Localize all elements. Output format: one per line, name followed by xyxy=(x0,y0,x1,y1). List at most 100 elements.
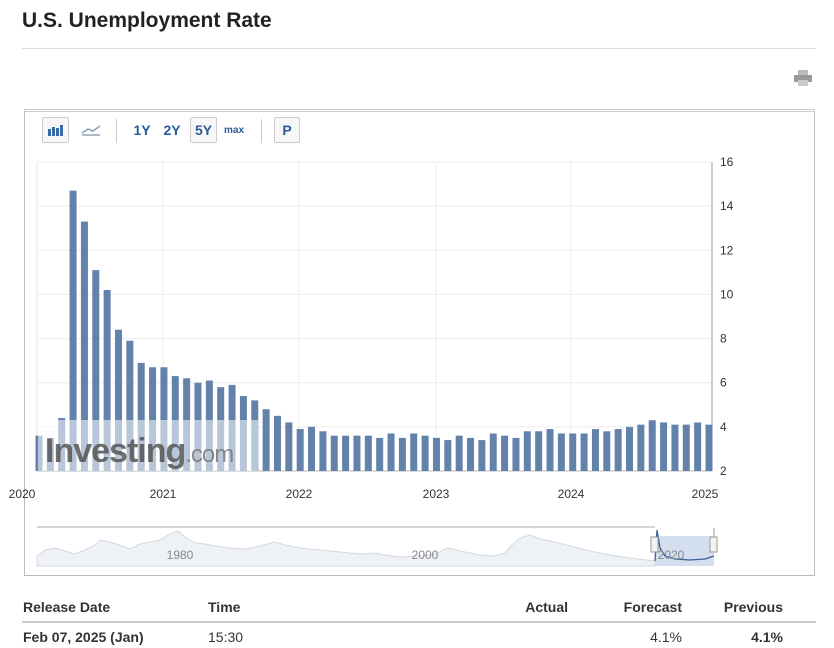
bar-2023-02[interactable] xyxy=(455,435,463,471)
bar-2022-01[interactable] xyxy=(308,426,316,471)
bar-2024-04[interactable] xyxy=(614,429,622,471)
bar-2020-11[interactable] xyxy=(149,367,157,471)
bar-2024-08[interactable] xyxy=(660,422,668,471)
bar-2022-12[interactable] xyxy=(432,437,440,471)
row-previous: 4.1% xyxy=(751,629,783,645)
bar-2024-12[interactable] xyxy=(705,424,713,471)
p-button[interactable]: P xyxy=(274,117,300,143)
bar-2023-04[interactable] xyxy=(478,440,486,471)
y-tick-label: 16 xyxy=(720,155,734,169)
email-icon: ✉ xyxy=(119,73,131,87)
line-chart-type-button[interactable] xyxy=(78,117,104,143)
x-tick-label: 2021 xyxy=(150,487,177,501)
navigator-selected-range[interactable] xyxy=(655,536,714,566)
y-tick-label: 8 xyxy=(720,332,727,346)
bar-2024-03[interactable] xyxy=(603,431,611,471)
bar-2020-06[interactable] xyxy=(92,270,100,471)
bar-2021-11[interactable] xyxy=(285,422,293,471)
bar-2023-10[interactable] xyxy=(546,429,554,471)
bar-2020-04[interactable] xyxy=(69,190,77,471)
page-title: U.S. Unemployment Rate xyxy=(22,9,272,32)
bar-2022-06[interactable] xyxy=(364,435,372,471)
bar-2024-02[interactable] xyxy=(591,429,599,471)
header-forecast: Forecast xyxy=(623,599,682,615)
y-tick-label: 2 xyxy=(720,464,727,478)
bar-2022-07[interactable] xyxy=(376,437,384,471)
linkedin-icon: in xyxy=(89,73,101,87)
share-x-button[interactable]: 𝕏 xyxy=(53,68,77,92)
range-5y-button[interactable]: 5Y xyxy=(190,117,217,143)
share-facebook-button[interactable]: f xyxy=(23,68,47,92)
navigator-tick-label: 2000 xyxy=(412,548,439,562)
bar-2021-12[interactable] xyxy=(296,429,304,471)
bar-2020-07[interactable] xyxy=(103,290,111,471)
header-actual: Actual xyxy=(525,599,568,615)
bar-2023-06[interactable] xyxy=(501,435,509,471)
bar-2022-05[interactable] xyxy=(353,435,361,471)
y-tick-label: 4 xyxy=(720,420,727,434)
toolbar-divider xyxy=(261,119,262,143)
bar-2024-10[interactable] xyxy=(682,424,690,471)
navigator[interactable]: 1980 2000 2020 xyxy=(36,526,718,567)
watermark: Investing.com xyxy=(38,420,258,471)
x-tick-label: 2020 xyxy=(9,487,36,501)
bar-2022-10[interactable] xyxy=(410,433,418,471)
chart-container xyxy=(24,109,815,576)
x-tick-label: 2025 xyxy=(692,487,719,501)
x-tick-label: 2024 xyxy=(558,487,585,501)
x-tick-label: 2023 xyxy=(423,487,450,501)
x-tick-label: 2022 xyxy=(286,487,313,501)
share-email-button[interactable]: ✉ xyxy=(113,68,137,92)
navigator-right-handle[interactable] xyxy=(709,536,718,553)
bar-2023-05[interactable] xyxy=(489,433,497,471)
bar-2020-05[interactable] xyxy=(80,221,88,471)
y-tick-label: 6 xyxy=(720,376,727,390)
bar-2023-08[interactable] xyxy=(523,431,531,471)
toolbar-divider xyxy=(116,119,117,143)
y-tick-label: 10 xyxy=(720,287,734,301)
range-1y-button[interactable]: 1Y xyxy=(133,122,151,138)
bar-2022-09[interactable] xyxy=(398,437,406,471)
bar-2024-07[interactable] xyxy=(648,420,656,471)
header-previous: Previous xyxy=(723,599,783,615)
navigator-left-handle[interactable] xyxy=(650,536,659,553)
bar-2020-12[interactable] xyxy=(160,367,168,471)
bar-2020-09[interactable] xyxy=(126,340,134,471)
bar-2023-07[interactable] xyxy=(512,437,520,471)
table-divider xyxy=(22,621,816,623)
bar-2024-01[interactable] xyxy=(580,433,588,471)
bar-2024-11[interactable] xyxy=(694,422,702,471)
bar-2021-09[interactable] xyxy=(262,409,270,471)
bar-2020-08[interactable] xyxy=(114,329,122,471)
bar-2024-09[interactable] xyxy=(671,424,679,471)
x-twitter-icon: 𝕏 xyxy=(60,73,70,87)
bar-2022-02[interactable] xyxy=(319,431,327,471)
bar-2022-04[interactable] xyxy=(342,435,350,471)
y-tick-label: 12 xyxy=(720,243,734,257)
share-linkedin-button[interactable]: in xyxy=(83,68,107,92)
bar-2023-11[interactable] xyxy=(557,433,565,471)
bar-2024-05[interactable] xyxy=(626,426,634,471)
bar-2023-01[interactable] xyxy=(444,440,452,471)
bar-2022-03[interactable] xyxy=(330,435,338,471)
facebook-icon: f xyxy=(33,73,37,87)
navigator-tick-label: 2020 xyxy=(658,548,685,562)
navigator-tick-label: 1980 xyxy=(167,548,194,562)
bar-2020-10[interactable] xyxy=(137,362,145,471)
bar-2023-12[interactable] xyxy=(569,433,577,471)
bar-2023-03[interactable] xyxy=(467,437,475,471)
bar-2022-11[interactable] xyxy=(421,435,429,471)
header-time: Time xyxy=(208,599,241,615)
bar-chart-type-button[interactable] xyxy=(42,117,69,143)
range-2y-button[interactable]: 2Y xyxy=(163,122,181,138)
divider xyxy=(22,48,816,49)
row-forecast: 4.1% xyxy=(650,629,682,645)
header-release-date: Release Date xyxy=(23,599,111,615)
row-time: 15:30 xyxy=(208,629,244,645)
bar-2021-10[interactable] xyxy=(273,415,281,471)
print-icon[interactable] xyxy=(794,70,812,86)
bar-2024-06[interactable] xyxy=(637,424,645,471)
bar-2023-09[interactable] xyxy=(535,431,543,471)
bar-2022-08[interactable] xyxy=(387,433,395,471)
range-max-button[interactable]: max xyxy=(223,124,244,136)
